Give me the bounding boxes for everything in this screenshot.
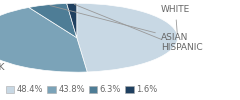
Text: BLACK: BLACK xyxy=(0,50,5,72)
Wedge shape xyxy=(29,4,77,38)
Text: ASIAN: ASIAN xyxy=(50,6,188,42)
Wedge shape xyxy=(67,3,77,38)
Legend: 48.4%, 43.8%, 6.3%, 1.6%: 48.4%, 43.8%, 6.3%, 1.6% xyxy=(4,84,159,96)
Wedge shape xyxy=(0,7,87,72)
Text: WHITE: WHITE xyxy=(161,5,190,33)
Wedge shape xyxy=(77,3,178,72)
Text: HISPANIC: HISPANIC xyxy=(74,4,202,52)
